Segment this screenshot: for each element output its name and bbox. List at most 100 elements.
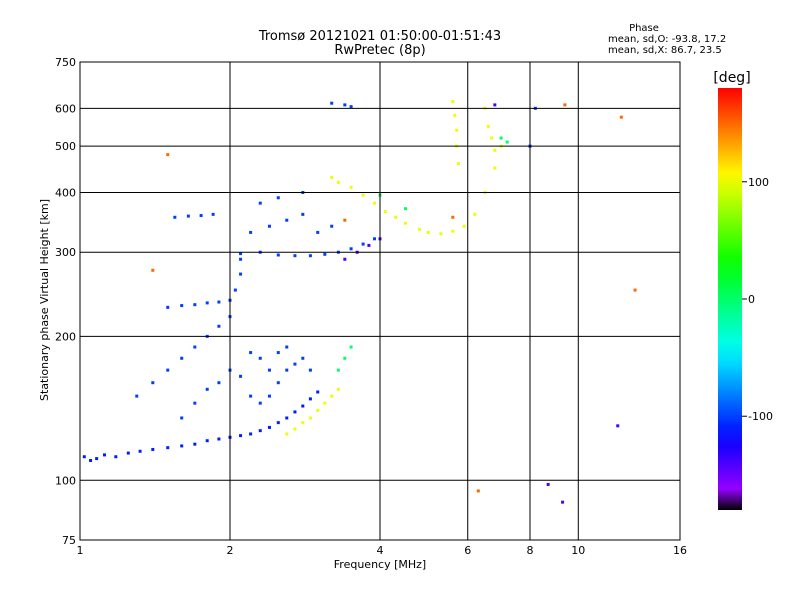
data-point <box>166 305 170 309</box>
data-point <box>239 374 243 378</box>
data-point <box>89 458 93 462</box>
data-point <box>308 397 312 401</box>
data-point <box>453 113 457 117</box>
data-point <box>114 455 118 459</box>
y-tick-label: 600 <box>55 102 76 115</box>
data-point <box>180 444 184 448</box>
data-point <box>151 268 155 272</box>
y-axis-label: Stationary phase Virtual Height [km] <box>38 199 51 401</box>
data-point <box>180 416 184 420</box>
data-point <box>316 230 320 234</box>
data-point <box>361 242 365 246</box>
data-point <box>249 230 253 234</box>
data-point <box>462 224 466 228</box>
y-tick-label: 100 <box>55 474 76 487</box>
data-point <box>451 215 455 219</box>
data-point <box>451 229 455 233</box>
data-point <box>493 103 497 107</box>
data-point <box>166 446 170 450</box>
data-point <box>82 455 86 459</box>
phase-stat-x: mean, sd,X: 86.7, 23.5 <box>608 45 722 56</box>
data-point <box>249 394 253 398</box>
data-point <box>239 252 243 256</box>
data-point <box>493 148 497 152</box>
data-point <box>199 214 203 218</box>
data-point <box>293 427 297 431</box>
data-point <box>455 128 459 132</box>
data-point <box>205 301 209 305</box>
data-point <box>349 185 353 189</box>
data-point <box>330 175 334 179</box>
x-tick-label: 10 <box>571 544 585 557</box>
data-point <box>166 368 170 372</box>
data-point <box>293 362 297 366</box>
data-point <box>473 212 477 216</box>
data-point <box>486 124 490 128</box>
data-point <box>293 410 297 414</box>
data-point <box>276 421 280 425</box>
data-point <box>308 368 312 372</box>
data-point <box>249 432 253 436</box>
colorbar-tick-label: 100 <box>748 176 769 189</box>
data-point <box>276 196 280 200</box>
data-point <box>166 153 170 157</box>
data-point <box>323 401 327 405</box>
data-point <box>439 232 443 236</box>
data-point <box>403 221 407 225</box>
data-point <box>316 408 320 412</box>
x-axis: 1 2 4 6 8 10 16 <box>77 544 688 557</box>
data-point <box>349 105 353 109</box>
data-point <box>505 140 509 144</box>
data-point <box>138 449 142 453</box>
data-point <box>301 356 305 360</box>
data-point <box>308 416 312 420</box>
data-point <box>330 224 334 228</box>
data-point <box>383 210 387 214</box>
data-point <box>173 215 177 219</box>
y-axis: 75 100 200 300 400 500 600 750 <box>55 56 76 547</box>
data-point <box>258 356 262 360</box>
data-point <box>205 439 209 443</box>
data-point <box>308 254 312 258</box>
data-point <box>217 437 221 441</box>
data-point <box>186 214 190 218</box>
data-point <box>293 254 297 258</box>
data-point <box>267 425 271 429</box>
data-point <box>373 237 377 241</box>
data-point <box>233 288 237 292</box>
phase-heading: Phase <box>629 23 659 34</box>
x-tick-label: 8 <box>527 544 534 557</box>
data-point <box>193 345 197 349</box>
data-point <box>211 212 215 216</box>
x-tick-label: 6 <box>464 544 471 557</box>
data-point <box>336 368 340 372</box>
data-point <box>239 434 243 438</box>
data-point <box>323 252 327 256</box>
data-point <box>349 247 353 251</box>
data-point <box>561 500 565 504</box>
plot-marks <box>82 100 637 504</box>
data-point <box>267 394 271 398</box>
data-point <box>476 489 480 493</box>
data-point <box>239 257 243 261</box>
data-point <box>546 482 550 486</box>
data-point <box>373 201 377 205</box>
data-point <box>267 368 271 372</box>
y-tick-label: 300 <box>55 246 76 259</box>
data-point <box>285 368 289 372</box>
data-point <box>193 442 197 446</box>
y-tick-label: 75 <box>62 534 76 547</box>
data-point <box>301 212 305 216</box>
data-point <box>285 218 289 222</box>
data-point <box>426 230 430 234</box>
data-point <box>301 404 305 408</box>
chart-title: Tromsø 20121021 01:50:00-01:51:43 <box>258 29 501 44</box>
x-tick-label: 16 <box>673 544 687 557</box>
data-point <box>285 345 289 349</box>
data-point <box>276 351 280 355</box>
data-point <box>276 381 280 385</box>
data-point <box>151 447 155 451</box>
data-point <box>336 180 340 184</box>
data-point <box>361 193 365 197</box>
